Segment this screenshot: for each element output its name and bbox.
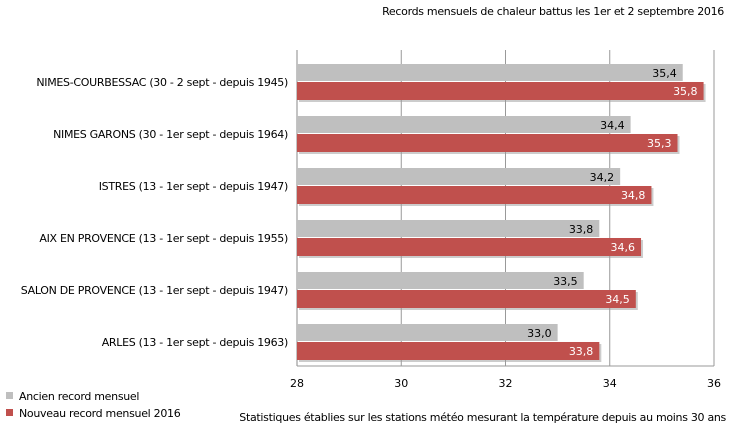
- footnote: Statistiques établies sur les stations m…: [239, 411, 726, 424]
- data-label: 34,5: [605, 293, 630, 306]
- category-label: ISTRES (13 - 1er sept - depuis 1947): [99, 180, 288, 193]
- bar-old-record: [297, 220, 600, 237]
- data-label: 34,6: [611, 241, 636, 254]
- data-label: 33,8: [569, 223, 594, 236]
- chart-title: Records mensuels de chaleur battus les 1…: [382, 5, 724, 18]
- bar-old-record: [297, 168, 621, 185]
- category-label: NIMES GARONS (30 - 1er sept - depuis 196…: [53, 128, 288, 141]
- data-label: 35,4: [652, 67, 677, 80]
- data-label: 34,4: [600, 119, 625, 132]
- category-label: SALON DE PROVENCE (13 - 1er sept - depui…: [21, 284, 288, 297]
- bar-new-record: [297, 82, 704, 100]
- data-label: 33,8: [569, 345, 594, 358]
- bar-new-record: [297, 290, 636, 308]
- x-tick-label: 34: [603, 377, 617, 390]
- bar-new-record: [297, 186, 652, 204]
- legend-swatch: [6, 392, 13, 399]
- legend-label: Ancien record mensuel: [19, 390, 139, 403]
- x-tick-label: 32: [499, 377, 513, 390]
- bar-new-record: [297, 238, 642, 256]
- x-tick-label: 36: [707, 377, 721, 390]
- data-label: 34,8: [621, 189, 646, 202]
- legend-label: Nouveau record mensuel 2016: [19, 407, 181, 420]
- x-tick-label: 28: [290, 377, 304, 390]
- data-label: 33,0: [527, 327, 552, 340]
- bar-old-record: [297, 64, 683, 81]
- data-label: 35,3: [647, 137, 672, 150]
- category-label: NIMES-COURBESSAC (30 - 2 sept - depuis 1…: [36, 76, 288, 89]
- category-label: ARLES (13 - 1er sept - depuis 1963): [102, 336, 288, 349]
- category-label: AIX EN PROVENCE (13 - 1er sept - depuis …: [39, 232, 288, 245]
- x-tick-label: 30: [394, 377, 408, 390]
- bar-new-record: [297, 342, 600, 360]
- bar-old-record: [297, 272, 584, 289]
- bar-old-record: [297, 324, 558, 341]
- data-label: 35,8: [673, 85, 698, 98]
- bar-old-record: [297, 116, 631, 133]
- bar-new-record: [297, 134, 678, 152]
- legend-swatch: [6, 409, 13, 416]
- data-label: 34,2: [590, 171, 615, 184]
- data-label: 33,5: [553, 275, 578, 288]
